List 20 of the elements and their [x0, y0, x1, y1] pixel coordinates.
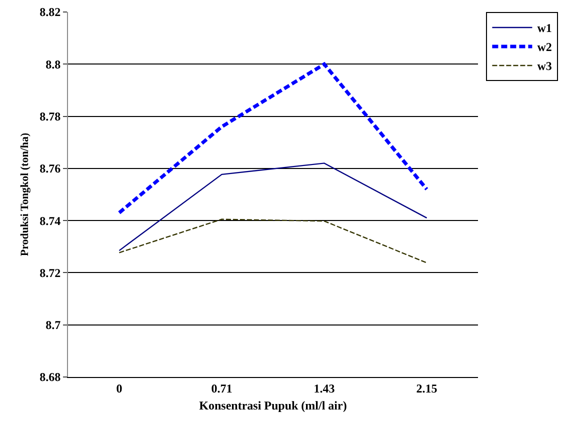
y-tick-label: 8.76 [40, 162, 61, 176]
y-tick-label: 8.72 [40, 266, 61, 280]
y-axis-title: Produksi Tongkol (ton/ha) [19, 132, 32, 256]
y-tick-label: 8.7 [46, 318, 61, 332]
legend-label: w3 [537, 59, 552, 74]
y-tick-label: 8.82 [40, 5, 61, 20]
y-tick-label: 8.78 [40, 109, 61, 124]
line-series [118, 218, 428, 264]
y-tick-label: 8.8 [46, 57, 61, 72]
line-series [118, 62, 428, 214]
x-tick-label: 2.15 [416, 381, 438, 396]
x-tick-label: 1.43 [314, 381, 335, 396]
legend-label: w2 [537, 40, 552, 54]
x-tick-label: 0.71 [211, 381, 232, 396]
y-tick-label: 8.74 [40, 214, 61, 228]
legend-label: w1 [537, 21, 552, 36]
x-tick-label: 0 [116, 381, 122, 396]
y-tick-label: 8.68 [40, 370, 61, 384]
line-series [118, 162, 428, 252]
x-axis-title: Konsentrasi Pupuk (ml/l air) [199, 398, 347, 412]
